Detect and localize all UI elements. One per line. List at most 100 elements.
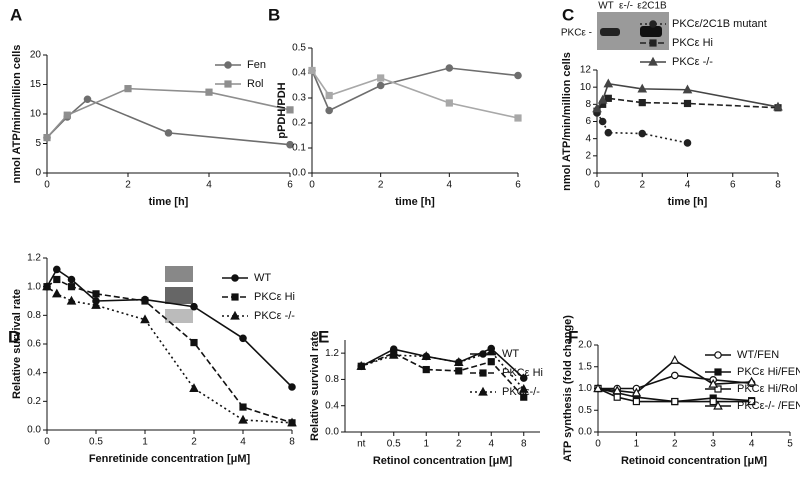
marker (683, 139, 692, 147)
y-tick-label: 1.5 (578, 361, 592, 372)
inset-label: ε-/- (619, 1, 633, 12)
panel-label: C (562, 5, 574, 24)
marker (648, 56, 658, 66)
y-tick-label: 0.3 (292, 93, 306, 104)
marker (205, 88, 213, 96)
marker (53, 275, 61, 284)
inset-label: PKCε - (561, 28, 592, 39)
legend-label: PKCε Hi (672, 37, 713, 49)
y-tick-label: 10 (580, 82, 592, 93)
marker (224, 80, 232, 88)
y-tick-label: 0.0 (27, 425, 41, 436)
marker (669, 354, 680, 364)
y-tick-label: 0.4 (325, 400, 339, 411)
legend-label: WT (254, 272, 271, 284)
series-line (311, 67, 519, 112)
series-line (597, 359, 752, 394)
y-axis-label: Relative survival rate (11, 289, 23, 399)
marker (445, 99, 453, 107)
marker (747, 397, 756, 406)
marker (714, 351, 722, 359)
marker (514, 71, 522, 80)
x-tick-label: 0 (594, 180, 600, 191)
y-axis-label: ATP synthesis (fold change) (562, 315, 574, 462)
series-line (596, 112, 688, 144)
legend-label: WT/FEN (737, 349, 779, 361)
marker (519, 374, 528, 382)
y-tick-label: 0.4 (27, 367, 41, 378)
x-tick-label: 4 (206, 180, 212, 191)
x-axis-label: Retinol concentration [μM] (373, 455, 513, 467)
x-tick-label: 4 (749, 439, 755, 450)
marker (376, 81, 385, 90)
legend-label: PKCε Hi (502, 367, 543, 379)
y-axis-label: pPDH/PDH (276, 82, 288, 138)
marker (713, 400, 723, 410)
marker (520, 393, 528, 401)
marker (683, 99, 692, 108)
y-tick-label: 0 (35, 168, 41, 179)
x-tick-label: 4 (488, 439, 494, 450)
y-axis-label: nmol ATP/min/million cells (11, 45, 23, 184)
legend-label: PKCε Hi/Rol (737, 383, 798, 395)
marker (388, 349, 399, 359)
marker (598, 117, 607, 126)
marker (487, 358, 495, 366)
marker (714, 368, 722, 376)
x-tick-label: 0.5 (387, 439, 401, 450)
marker (613, 393, 621, 401)
y-tick-label: 0.0 (292, 168, 306, 179)
x-tick-label: 2 (125, 180, 131, 191)
blot-inset (165, 266, 193, 282)
marker (421, 351, 432, 361)
x-tick-label: 2 (378, 180, 384, 191)
blot-inset (165, 287, 193, 304)
y-tick-label: 0.8 (27, 310, 41, 321)
y-tick-label: 2 (585, 150, 591, 161)
y-tick-label: 6 (585, 116, 591, 127)
marker (231, 293, 239, 301)
y-tick-label: 0 (585, 168, 591, 179)
x-tick-label: 1 (423, 439, 429, 450)
y-tick-label: 0.2 (27, 396, 41, 407)
series-line (360, 352, 525, 398)
x-tick-label: 6 (515, 180, 521, 191)
marker (455, 367, 463, 375)
x-axis-label: Retinoid concentration [μM] (621, 455, 767, 467)
marker (286, 140, 294, 149)
blot-inset (165, 309, 193, 323)
marker (286, 106, 294, 114)
marker (597, 94, 608, 104)
marker (238, 414, 248, 424)
y-tick-label: 0.0 (325, 427, 339, 438)
legend-label: Fen (247, 59, 266, 71)
panel-label: E (318, 327, 329, 346)
marker (51, 288, 62, 298)
x-tick-label: 0 (595, 439, 601, 450)
marker (670, 371, 679, 380)
panel-label: A (10, 5, 22, 24)
x-tick-label: 0 (44, 437, 50, 448)
panel-label: B (268, 5, 280, 24)
marker (308, 66, 316, 75)
y-tick-label: 20 (30, 50, 42, 61)
marker (612, 385, 623, 395)
marker (603, 78, 614, 88)
marker (592, 103, 602, 113)
marker (638, 99, 646, 107)
marker (604, 94, 612, 102)
marker (124, 85, 132, 93)
marker (43, 134, 51, 142)
marker (479, 369, 487, 377)
marker (682, 84, 693, 94)
marker (239, 334, 247, 343)
marker (63, 111, 71, 119)
y-tick-label: 15 (30, 79, 42, 90)
marker (92, 290, 100, 298)
legend-label: PKCε Hi (254, 291, 295, 303)
y-tick-label: 0.5 (292, 43, 306, 54)
y-tick-label: 1.0 (27, 281, 41, 292)
y-tick-label: 1.2 (27, 253, 41, 264)
marker (649, 20, 657, 28)
